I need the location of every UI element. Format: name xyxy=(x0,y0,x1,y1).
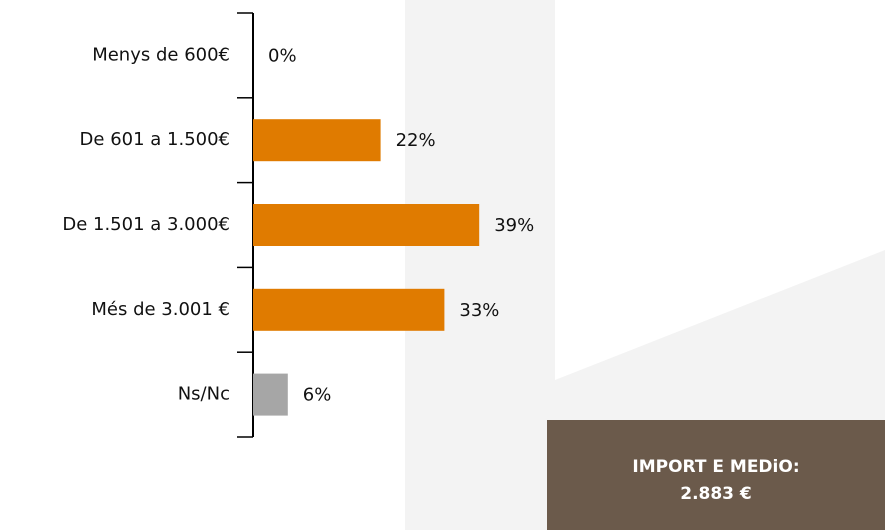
category-label: Menys de 600€ xyxy=(92,44,230,65)
annotation-text: IMPORT E MEDiO: xyxy=(632,457,799,477)
data-label: 33% xyxy=(459,300,499,321)
watermark xyxy=(405,0,555,530)
category-label: Més de 3.001 € xyxy=(91,299,230,320)
data-label: 0% xyxy=(268,45,297,66)
bar xyxy=(253,119,381,162)
data-label: 6% xyxy=(303,385,332,406)
data-label: 22% xyxy=(396,130,436,151)
annotation-box xyxy=(547,420,885,530)
category-label: De 601 a 1.500€ xyxy=(80,129,230,150)
bar xyxy=(253,373,288,416)
category-label: Ns/Nc xyxy=(178,384,230,405)
bar xyxy=(253,204,480,246)
plot: Menys de 600€ 0% De 601 a 1.500€ 22% De 1.50… xyxy=(62,12,534,438)
bar xyxy=(253,288,445,331)
category-label: De 1.501 a 3.000€ xyxy=(62,214,230,235)
data-label: 39% xyxy=(494,215,534,236)
annotation-text: 2.883 € xyxy=(680,484,752,504)
